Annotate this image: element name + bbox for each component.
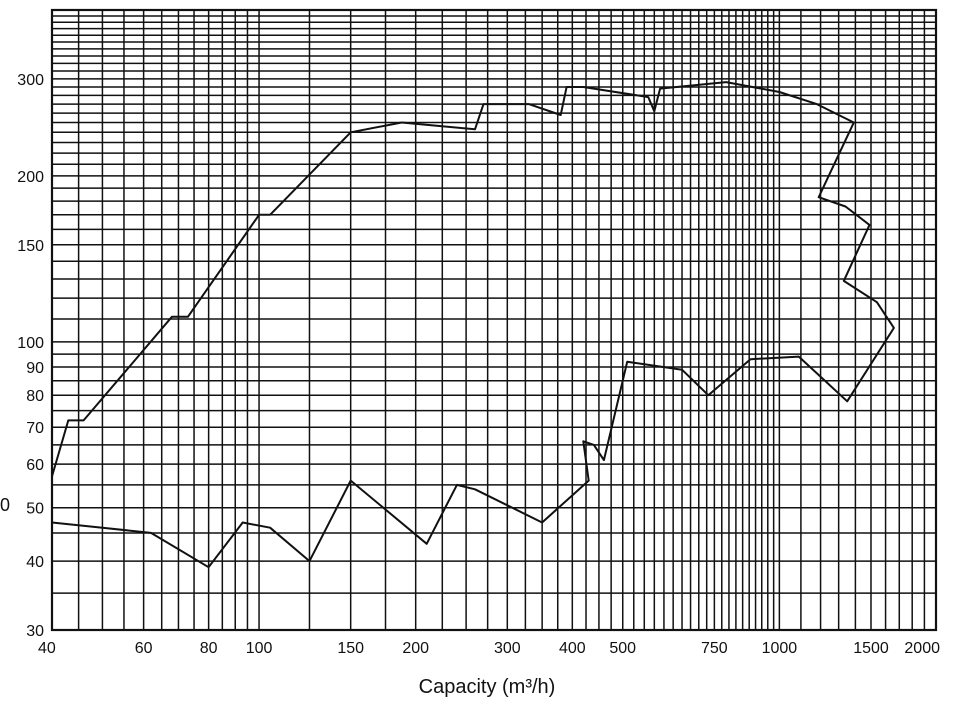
y-tick-label: 300 — [17, 72, 44, 89]
y-axis-tick-labels: 30 40 50 60 70 80 90 100 150 200 300 — [17, 72, 44, 640]
y-tick-label: 80 — [26, 388, 44, 405]
y-tick-label: 70 — [26, 420, 44, 437]
x-tick-label: 400 — [559, 640, 586, 657]
x-tick-label: 200 — [402, 640, 429, 657]
performance-envelope — [51, 81, 895, 569]
x-tick-label: 500 — [609, 640, 636, 657]
series-line — [51, 81, 895, 569]
y-tick-label: 40 — [26, 554, 44, 571]
x-axis-tick-labels: 40 60 80 100 150 200 300 400 500 750 1000 1500 2000 — [38, 640, 940, 657]
x-tick-label: 100 — [246, 640, 273, 657]
y-tick-label: 200 — [17, 169, 44, 186]
x-axis-label: Capacity (m³/h) — [419, 676, 556, 698]
y-tick-label: 60 — [26, 457, 44, 474]
plot-frame — [50, 8, 938, 632]
y-tick-label: 150 — [17, 238, 44, 255]
y-tick-label: 30 — [26, 623, 44, 640]
y-tick-label: 100 — [17, 335, 44, 352]
grid-lines — [50, 8, 938, 632]
x-tick-label: 750 — [701, 640, 728, 657]
y-tick-label: 90 — [26, 360, 44, 377]
x-tick-label: 300 — [494, 640, 521, 657]
x-tick-label: 150 — [337, 640, 364, 657]
x-tick-label: 80 — [200, 640, 218, 657]
x-tick-label: 2000 — [904, 640, 940, 657]
x-tick-label: 60 — [135, 640, 153, 657]
y-tick-label: 50 — [26, 501, 44, 518]
x-tick-label: 1000 — [762, 640, 798, 657]
x-tick-label: 40 — [38, 640, 56, 657]
x-tick-label: 1500 — [853, 640, 889, 657]
left-edge-fragment: 0 — [0, 495, 10, 515]
